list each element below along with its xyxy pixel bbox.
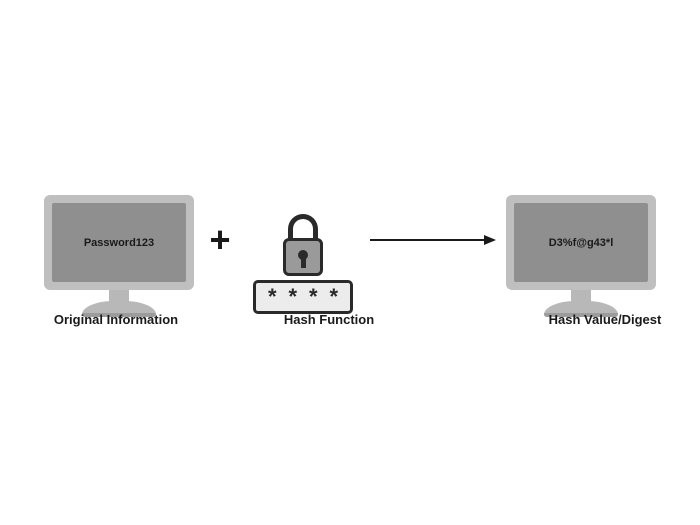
- arrow-icon: [368, 230, 498, 250]
- monitor-icon: D3%f@g43*l: [506, 195, 656, 325]
- monitor-screen: D3%f@g43*l: [514, 203, 648, 282]
- star-icon: *: [288, 284, 297, 310]
- monitor-screen: Password123: [52, 203, 186, 282]
- lock-keyslot: [301, 258, 306, 268]
- lock-icon: * * * *: [248, 200, 358, 320]
- input-caption: Original Information: [36, 312, 196, 327]
- monitor-icon: Password123: [44, 195, 194, 325]
- hash-caption: Hash Function: [264, 312, 394, 327]
- diagram-stage: Password123 + * * * *: [0, 155, 700, 365]
- plus-icon: +: [200, 222, 240, 258]
- input-text: Password123: [84, 237, 154, 249]
- star-icon: *: [329, 284, 338, 310]
- arrow-svg: [368, 230, 498, 250]
- output-block: D3%f@g43*l: [506, 195, 656, 325]
- password-box: * * * *: [253, 280, 353, 314]
- output-text: D3%f@g43*l: [549, 237, 614, 249]
- input-block: Password123: [44, 195, 194, 325]
- monitor-bezel: Password123: [44, 195, 194, 290]
- output-caption: Hash Value/Digest: [530, 312, 680, 327]
- monitor-bezel: D3%f@g43*l: [506, 195, 656, 290]
- star-icon: *: [268, 284, 277, 310]
- hash-block: * * * *: [246, 200, 360, 320]
- star-icon: *: [309, 284, 318, 310]
